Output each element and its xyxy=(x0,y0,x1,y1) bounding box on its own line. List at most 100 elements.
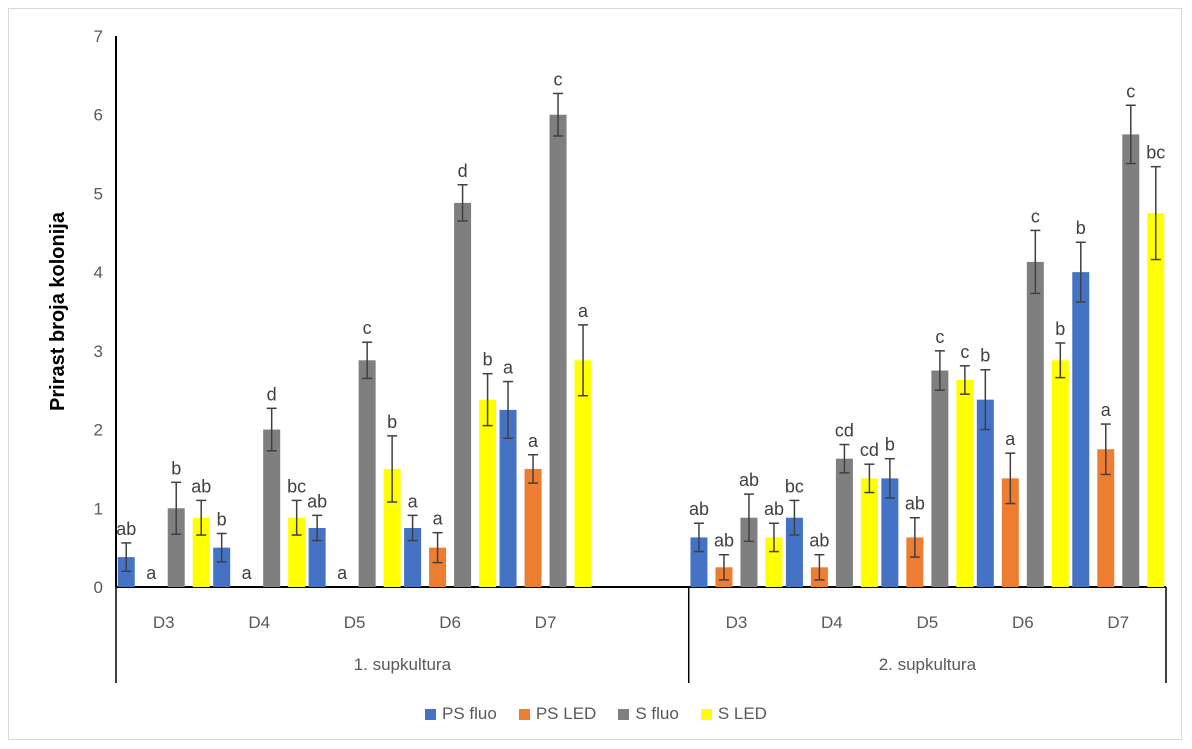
significance-label: c xyxy=(1031,206,1040,226)
significance-label: c xyxy=(1126,81,1135,101)
bar-ps-led xyxy=(906,537,924,587)
bar-s-led xyxy=(383,468,401,587)
significance-label: a xyxy=(503,358,514,378)
significance-label: a xyxy=(242,563,253,583)
significance-label: a xyxy=(146,563,157,583)
legend-swatch xyxy=(518,708,530,720)
y-tick-label: 1 xyxy=(94,499,103,518)
chart-frame xyxy=(8,8,1182,740)
y-tick-label: 5 xyxy=(94,184,103,203)
bar-ps-led xyxy=(524,468,542,587)
bar-s-fluo xyxy=(549,114,567,587)
bar-s-fluo xyxy=(1026,261,1044,587)
bar-ps-fluo xyxy=(117,557,135,587)
legend-label: PS fluo xyxy=(442,704,497,723)
significance-label: ab xyxy=(764,499,784,519)
significance-label: ab xyxy=(307,491,327,511)
x-category-label: D4 xyxy=(821,613,843,632)
significance-label: a xyxy=(337,563,348,583)
significance-label: c xyxy=(935,327,944,347)
significance-label: b xyxy=(1055,319,1065,339)
significance-label: b xyxy=(483,350,493,370)
significance-label: c xyxy=(554,69,563,89)
significance-label: a xyxy=(578,301,589,321)
significance-label: ab xyxy=(714,531,734,551)
significance-label: ab xyxy=(905,494,925,514)
legend-item: S LED xyxy=(700,704,767,724)
significance-label: bc xyxy=(287,476,306,496)
legend-label: S fluo xyxy=(635,704,679,723)
significance-label: d xyxy=(267,384,277,404)
legend-item: PS LED xyxy=(518,704,597,724)
significance-label: b xyxy=(387,412,397,432)
x-category-label: D4 xyxy=(248,613,270,632)
significance-label: b xyxy=(171,458,181,478)
y-tick-label: 3 xyxy=(94,342,103,361)
significance-label: b xyxy=(885,435,895,455)
significance-label: a xyxy=(1101,400,1112,420)
significance-label: cd xyxy=(860,440,879,460)
legend-item: S fluo xyxy=(618,704,679,724)
y-tick-label: 2 xyxy=(94,421,103,440)
y-tick-label: 4 xyxy=(94,263,103,282)
significance-label: b xyxy=(217,509,227,529)
x-category-label: D5 xyxy=(916,613,938,632)
bar-s-led xyxy=(574,360,592,587)
bar-ps-fluo xyxy=(1072,272,1090,587)
bar-ps-fluo xyxy=(404,527,422,587)
bar-ps-fluo xyxy=(976,399,994,587)
significance-label: bc xyxy=(785,476,804,496)
significance-label: ab xyxy=(191,476,211,496)
bar-s-fluo xyxy=(835,458,853,587)
legend-swatch xyxy=(425,708,437,720)
bar-s-led xyxy=(1147,213,1165,587)
bar-s-led xyxy=(765,537,783,587)
bar-s-led xyxy=(479,399,497,587)
bar-s-fluo xyxy=(454,202,472,588)
significance-label: b xyxy=(1076,218,1086,238)
x-category-label: D6 xyxy=(1012,613,1034,632)
significance-label: a xyxy=(1005,429,1016,449)
significance-label: a xyxy=(528,431,539,451)
x-category-label: D7 xyxy=(1107,613,1129,632)
bar-ps-fluo xyxy=(213,547,231,587)
significance-label: ab xyxy=(809,531,829,551)
bar-s-fluo xyxy=(1122,134,1140,587)
significance-label: bc xyxy=(1146,143,1165,163)
significance-label: b xyxy=(980,346,990,366)
bar-s-fluo xyxy=(263,429,281,587)
bar-ps-led xyxy=(1001,478,1019,587)
x-group-label: 1. supkultura xyxy=(354,655,452,674)
significance-label: a xyxy=(408,491,419,511)
legend-item: PS fluo xyxy=(425,704,497,724)
bar-s-fluo xyxy=(358,360,376,587)
legend-swatch xyxy=(618,708,630,720)
significance-label: c xyxy=(363,318,372,338)
bar-ps-fluo xyxy=(690,537,708,587)
y-axis-title: Prirast broja kolonija xyxy=(47,211,69,411)
y-tick-label: 7 xyxy=(94,27,103,46)
bar-ps-fluo xyxy=(881,478,899,587)
x-category-label: D6 xyxy=(439,613,461,632)
x-group-label: 2. supkultura xyxy=(879,655,977,674)
y-tick-label: 6 xyxy=(94,106,103,125)
significance-label: ab xyxy=(689,499,709,519)
significance-label: ab xyxy=(739,470,759,490)
bar-s-led xyxy=(860,478,878,587)
bar-ps-fluo xyxy=(499,409,517,587)
legend: PS fluo PS LED S fluo S LED xyxy=(0,704,1192,724)
x-category-label: D7 xyxy=(535,613,557,632)
legend-label: PS LED xyxy=(535,704,597,723)
bar-ps-led xyxy=(429,547,447,587)
significance-label: c xyxy=(960,342,969,362)
significance-label: d xyxy=(458,161,468,181)
bar-s-led xyxy=(956,379,974,587)
bar-s-led xyxy=(1051,360,1069,587)
legend-label: S LED xyxy=(717,704,767,723)
x-category-label: D3 xyxy=(726,613,748,632)
x-category-label: D3 xyxy=(153,613,175,632)
significance-label: cd xyxy=(835,421,854,441)
bar-s-fluo xyxy=(740,517,758,587)
bar-ps-fluo xyxy=(308,527,326,587)
